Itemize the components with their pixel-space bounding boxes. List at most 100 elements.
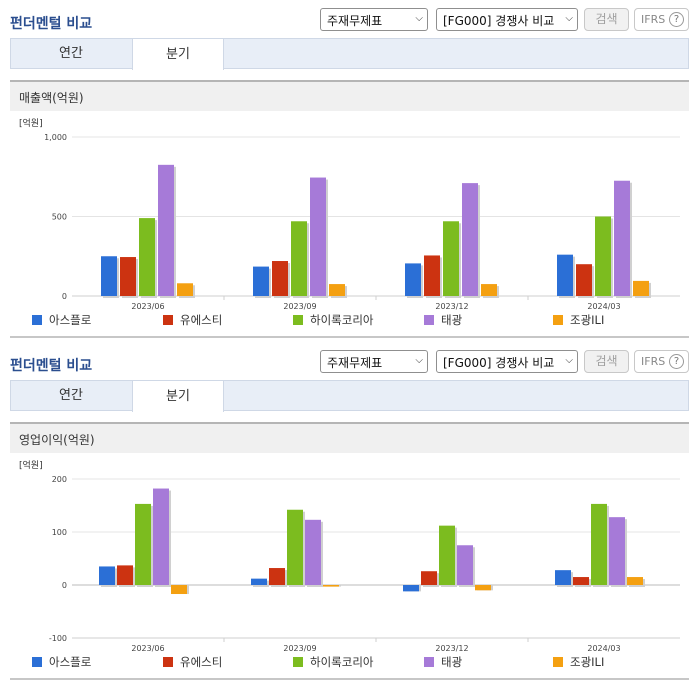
bar — [481, 284, 497, 296]
bar — [627, 577, 643, 585]
sales-bar-chart: [억원] 0 500 1,000 2023/06 2023/09 2023/12 2024/0… — [19, 117, 680, 327]
legend-swatch — [32, 657, 42, 667]
operating-profit-bar-chart: [억원] -100 0 100 200 2023/06 2023/09 2023/12 2024… — [19, 459, 680, 669]
bar — [291, 221, 307, 296]
fundamental-panel-sales: 펀더멘털 비교 주재무제표 ⌵ [FG000] 경쟁사 비교 ⌵ 검색 IFRS? … — [10, 8, 689, 338]
fundamental-panel-operating-profit: 펀더멘털 비교 주재무제표 ⌵ [FG000] 경쟁사 비교 ⌵ 검색 IFRS? … — [0, 342, 696, 684]
bar — [153, 488, 169, 585]
bar — [269, 568, 285, 585]
peer-group-select[interactable]: [FG000] 경쟁사 비교 ⌵ — [436, 8, 578, 31]
y-tick-label: 0 — [62, 581, 67, 590]
x-tick-label: 2023/06 — [131, 644, 164, 653]
ifrs-label: IFRS — [641, 355, 666, 368]
help-icon[interactable]: ? — [669, 12, 684, 27]
panel-title: 펀더멘털 비교 — [10, 358, 93, 374]
bar — [287, 509, 303, 585]
bar — [573, 577, 589, 585]
y-tick-label: -100 — [49, 634, 67, 643]
chevron-down-icon: ⌵ — [565, 13, 573, 24]
unit-label: [억원] — [19, 459, 43, 471]
y-tick-label: 0 — [62, 292, 67, 301]
bar — [99, 566, 115, 585]
bar — [614, 180, 630, 296]
statement-type-select[interactable]: 주재무제표 ⌵ — [320, 8, 428, 31]
chevron-down-icon: ⌵ — [415, 13, 423, 24]
x-tick-label: 2024/03 — [587, 302, 620, 311]
statement-type-select[interactable]: 주재무제표 ⌵ — [320, 350, 428, 373]
bar — [443, 221, 459, 296]
legend-label: 아스플로 — [49, 313, 91, 327]
legend-label: 유에스티 — [180, 313, 222, 327]
bar — [439, 525, 455, 585]
bar — [424, 255, 440, 296]
tab-annual[interactable]: 연간 — [59, 46, 83, 61]
statement-type-value: 주재무제표 — [327, 356, 383, 370]
ifrs-button[interactable]: IFRS? — [634, 8, 689, 31]
metric-header: 영업이익(억원) — [10, 422, 689, 453]
x-tick-label: 2023/09 — [283, 302, 316, 311]
tab-annual[interactable]: 연간 — [59, 388, 83, 403]
legend-label: 조광ILI — [570, 313, 604, 327]
y-tick-label: 200 — [52, 475, 67, 484]
bar — [557, 254, 573, 296]
bar — [139, 218, 155, 296]
search-button[interactable]: 검색 — [584, 8, 629, 31]
legend-label: 하이록코리아 — [310, 655, 374, 669]
bar — [272, 261, 288, 296]
bar — [576, 264, 592, 296]
search-button[interactable]: 검색 — [584, 350, 629, 373]
y-tick-label: 100 — [52, 528, 67, 537]
legend-swatch — [424, 315, 434, 325]
ifrs-button[interactable]: IFRS? — [634, 350, 689, 373]
legend-swatch — [553, 657, 563, 667]
legend-label: 하이록코리아 — [310, 313, 374, 327]
bar — [171, 585, 187, 595]
peer-group-value: [FG000] 경쟁사 비교 — [443, 356, 555, 370]
peer-group-select[interactable]: [FG000] 경쟁사 비교 ⌵ — [436, 350, 578, 373]
bar — [405, 263, 421, 296]
y-tick-label: 1,000 — [44, 133, 67, 142]
divider — [10, 336, 689, 338]
bar — [120, 257, 136, 296]
tab-quarterly[interactable]: 분기 — [132, 38, 224, 70]
bar — [117, 565, 133, 585]
metric-header: 매출액(억원) — [10, 80, 689, 111]
x-tick-label: 2023/12 — [435, 644, 468, 653]
bar — [555, 570, 571, 585]
statement-type-value: 주재무제표 — [327, 14, 383, 28]
ifrs-label: IFRS — [641, 13, 666, 26]
bar — [457, 545, 473, 585]
bar — [595, 216, 611, 296]
unit-label: [억원] — [19, 117, 43, 129]
period-tabs: 연간 분기 — [10, 38, 689, 70]
chevron-down-icon: ⌵ — [415, 355, 423, 366]
period-tabs: 연간 분기 — [10, 380, 689, 412]
y-tick-label: 500 — [52, 213, 67, 222]
divider — [10, 678, 689, 680]
bar — [403, 585, 419, 592]
bar — [609, 517, 625, 585]
legend-swatch — [163, 657, 173, 667]
legend-label: 태광 — [441, 313, 463, 327]
bar — [177, 283, 193, 296]
bar — [421, 571, 437, 585]
panel-title: 펀더멘털 비교 — [10, 16, 93, 32]
bar — [158, 164, 174, 296]
bar — [323, 585, 339, 587]
bar — [253, 266, 269, 296]
bar — [462, 183, 478, 296]
bar — [329, 284, 345, 296]
x-tick-label: 2023/09 — [283, 644, 316, 653]
peer-group-value: [FG000] 경쟁사 비교 — [443, 14, 555, 28]
bar — [101, 256, 117, 296]
legend-label: 유에스티 — [180, 655, 222, 669]
tab-quarterly[interactable]: 분기 — [132, 380, 224, 412]
bar — [475, 585, 491, 591]
legend-swatch — [293, 657, 303, 667]
x-tick-label: 2023/12 — [435, 302, 468, 311]
legend-swatch — [424, 657, 434, 667]
legend-label: 아스플로 — [49, 655, 91, 669]
help-icon[interactable]: ? — [669, 354, 684, 369]
bar — [633, 280, 649, 296]
legend-label: 태광 — [441, 655, 463, 669]
